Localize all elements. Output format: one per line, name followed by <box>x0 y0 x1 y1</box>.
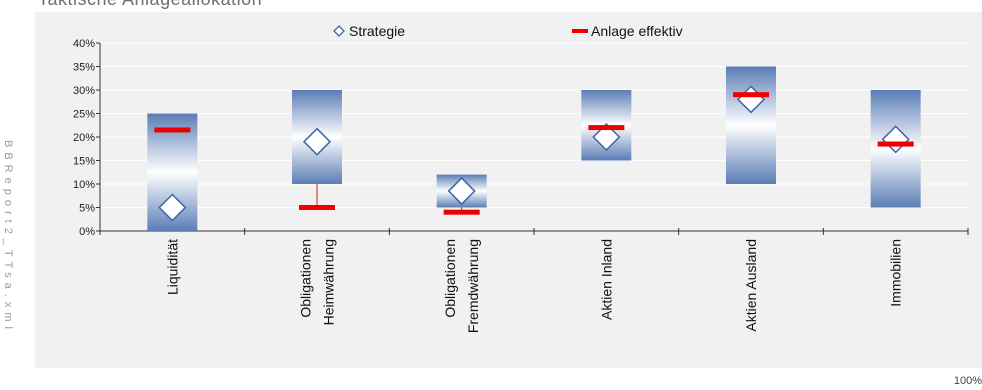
category-label-line: Aktien Inland <box>598 239 614 320</box>
category-label: Immobilien <box>888 239 904 307</box>
category-label-line: Liquidität <box>164 239 180 295</box>
strategy-marker <box>881 125 910 154</box>
category-label-line: Heimwährung <box>321 239 337 325</box>
category-label: Obligationen Fremdwährung <box>442 239 481 333</box>
range-bar <box>726 66 776 184</box>
category-label-line: Aktien Ausland <box>743 239 759 332</box>
y-tick-label: 0% <box>79 226 95 238</box>
effective-marker <box>588 125 625 131</box>
category-label: Aktien Inland <box>598 239 614 320</box>
legend-strategy-marker <box>333 25 345 37</box>
y-tick-label: 5% <box>79 203 95 215</box>
y-tick-label: 15% <box>73 156 95 168</box>
legend-strategy-label: Strategie <box>349 23 405 39</box>
range-chart: 0% 5% 10% 15% 20% 25% 30% 35% 40% Liquidität Oblig… <box>73 23 969 333</box>
y-tick-label: 25% <box>73 109 95 121</box>
category-label: Obligationen Heimwährung <box>298 239 337 325</box>
category-label: Liquidität <box>164 239 180 295</box>
chart-title: Taktische Anlageallokation <box>38 0 262 10</box>
y-tick-label: 10% <box>73 179 95 191</box>
chart-area: 0% 5% 10% 15% 20% 25% 30% 35% 40% Liquidität Oblig… <box>35 12 982 368</box>
y-tick-label: 30% <box>73 85 95 97</box>
zoom-level[interactable]: 100% <box>953 375 982 387</box>
category-label-line: Obligationen <box>442 239 458 318</box>
effective-marker <box>299 205 335 210</box>
legend-effective-marker <box>572 29 588 33</box>
legend-effective-label: Anlage effektiv <box>591 23 683 39</box>
y-tick-label: 40% <box>73 38 95 50</box>
report-file-label: BBReport2_TTsa.xml <box>2 140 14 334</box>
effective-marker <box>733 92 769 98</box>
effective-marker <box>877 141 914 147</box>
strategy-marker <box>592 122 621 152</box>
category-label-line: Immobilien <box>888 239 904 307</box>
y-tick-label: 35% <box>73 62 95 74</box>
category-label: Aktien Ausland <box>743 239 759 332</box>
effective-marker <box>443 209 480 215</box>
effective-marker <box>154 127 191 133</box>
strategy-marker <box>158 193 187 222</box>
y-tick-label: 20% <box>73 132 95 144</box>
strategy-marker <box>302 127 332 156</box>
category-label-line: Fremdwährung <box>465 239 481 333</box>
category-label-line: Obligationen <box>298 239 314 318</box>
strategy-marker <box>447 176 476 206</box>
